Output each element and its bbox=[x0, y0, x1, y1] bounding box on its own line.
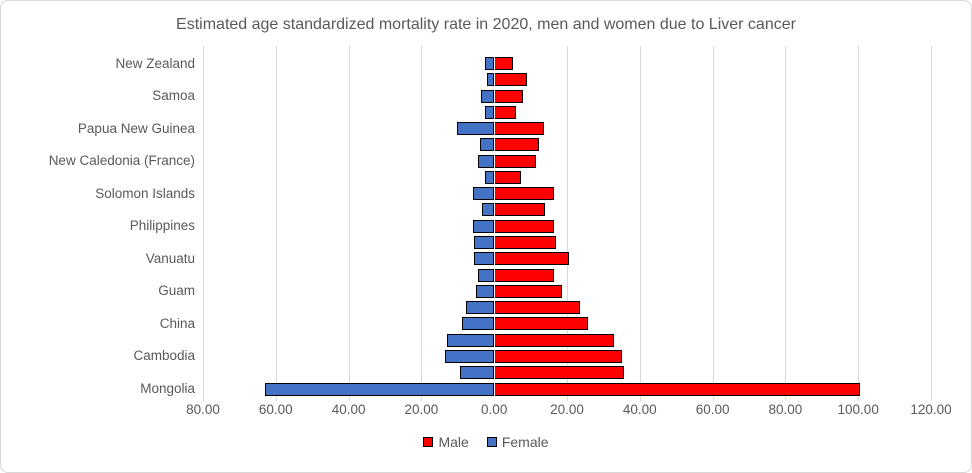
gridline bbox=[639, 46, 641, 401]
male-bar bbox=[494, 154, 537, 168]
legend-item-male: Male bbox=[423, 434, 469, 450]
female-bar bbox=[462, 317, 495, 331]
male-bar bbox=[494, 73, 527, 87]
category-label: New Caledonia (France) bbox=[48, 153, 195, 169]
gridline bbox=[858, 46, 860, 401]
category-label: Philippines bbox=[129, 218, 195, 234]
female-bar bbox=[473, 187, 495, 201]
female-bar bbox=[485, 105, 495, 119]
legend-label-female: Female bbox=[501, 434, 549, 450]
female-bar bbox=[477, 268, 495, 282]
male-bar bbox=[494, 252, 570, 266]
zero-axis-line bbox=[494, 46, 496, 401]
male-bar bbox=[494, 138, 539, 152]
male-bar bbox=[494, 284, 563, 298]
category-label: New Zealand bbox=[115, 55, 195, 71]
x-tick-label: 100.00 bbox=[837, 402, 879, 417]
legend-item-female: Female bbox=[486, 434, 549, 450]
male-bar bbox=[494, 170, 522, 184]
female-bar bbox=[459, 366, 495, 380]
legend-swatch-male bbox=[423, 437, 434, 447]
gridline bbox=[931, 46, 932, 401]
female-bar bbox=[482, 203, 495, 217]
chart-title: Estimated age standardized mortality rat… bbox=[176, 16, 796, 33]
female-bar bbox=[446, 333, 495, 347]
category-label: China bbox=[159, 315, 195, 331]
category-label: Vanuatu bbox=[145, 250, 195, 266]
female-bar bbox=[473, 219, 495, 233]
male-bar bbox=[494, 105, 517, 119]
gridline bbox=[785, 46, 787, 401]
gridline bbox=[712, 46, 714, 401]
female-bar bbox=[485, 57, 495, 70]
female-bar bbox=[484, 170, 495, 184]
legend-swatch-female bbox=[486, 437, 497, 447]
male-bar bbox=[494, 366, 625, 380]
female-bar bbox=[473, 252, 495, 266]
x-tick-label: 80.00 bbox=[768, 402, 803, 417]
x-tick-label: 120.00 bbox=[910, 402, 952, 417]
x-tick-label: 20.00 bbox=[404, 402, 439, 417]
male-bar bbox=[494, 187, 554, 201]
male-bar bbox=[494, 219, 555, 233]
gridline bbox=[421, 46, 423, 401]
category-label: Papua New Guinea bbox=[77, 120, 195, 136]
male-bar bbox=[494, 268, 554, 282]
category-label: Solomon Islands bbox=[95, 185, 195, 201]
female-bar bbox=[480, 138, 495, 152]
gridline bbox=[567, 46, 568, 401]
male-bar bbox=[494, 57, 514, 70]
female-bar bbox=[475, 284, 495, 298]
female-bar bbox=[457, 122, 495, 136]
female-bar bbox=[480, 89, 495, 103]
x-tick-label: 80.00 bbox=[186, 402, 220, 417]
female-bar bbox=[466, 301, 495, 315]
x-tick-label: 20.00 bbox=[550, 402, 584, 417]
x-tick-label: 40.00 bbox=[331, 402, 366, 417]
legend-label-male: Male bbox=[438, 434, 469, 450]
female-bar bbox=[264, 382, 495, 396]
male-bar bbox=[494, 89, 523, 103]
female-bar bbox=[478, 154, 495, 168]
category-label: Guam bbox=[158, 283, 195, 299]
male-bar bbox=[494, 382, 861, 396]
category-label: Mongolia bbox=[140, 381, 195, 396]
female-bar bbox=[486, 73, 495, 87]
x-tick-label: 0.00 bbox=[481, 402, 508, 417]
male-bar bbox=[494, 317, 588, 331]
gridline bbox=[275, 46, 277, 401]
male-bar bbox=[494, 236, 557, 250]
x-tick-label: 60.00 bbox=[695, 402, 730, 417]
legend: Male Female bbox=[1, 434, 971, 450]
category-label: Samoa bbox=[152, 88, 195, 104]
male-bar bbox=[494, 301, 581, 315]
male-bar bbox=[494, 203, 546, 217]
female-bar bbox=[444, 349, 495, 363]
female-bar bbox=[473, 236, 495, 250]
male-bar bbox=[494, 333, 615, 347]
male-bar bbox=[494, 349, 623, 363]
category-label: Cambodia bbox=[133, 348, 195, 364]
gridline bbox=[203, 46, 204, 401]
male-bar bbox=[494, 122, 544, 136]
x-tick-label: 60.00 bbox=[258, 402, 293, 417]
gridline bbox=[348, 46, 350, 401]
x-tick-label: 40.00 bbox=[622, 402, 657, 417]
